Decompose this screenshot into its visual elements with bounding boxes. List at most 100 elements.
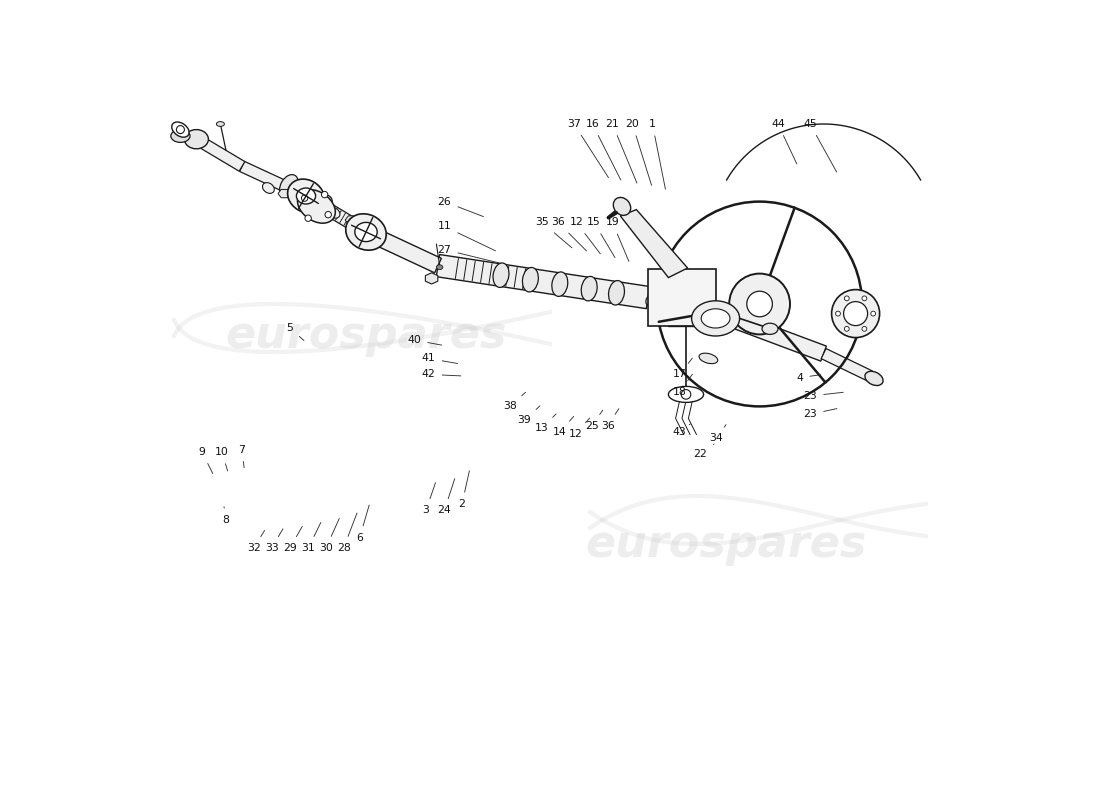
Ellipse shape — [297, 190, 336, 223]
Ellipse shape — [669, 386, 704, 402]
Ellipse shape — [684, 294, 700, 307]
Text: 35: 35 — [535, 218, 572, 248]
Ellipse shape — [698, 353, 718, 364]
Ellipse shape — [279, 174, 298, 197]
Text: 43: 43 — [673, 424, 690, 437]
Text: 28: 28 — [337, 513, 358, 553]
Text: 23: 23 — [803, 391, 844, 401]
Text: 16: 16 — [585, 119, 620, 180]
Circle shape — [862, 326, 867, 331]
Polygon shape — [822, 349, 872, 381]
Ellipse shape — [581, 277, 597, 301]
Ellipse shape — [328, 207, 340, 218]
Text: eurospares: eurospares — [585, 522, 867, 566]
Text: 38: 38 — [503, 392, 526, 411]
Ellipse shape — [614, 198, 630, 215]
Text: 32: 32 — [248, 530, 265, 553]
Ellipse shape — [355, 222, 377, 242]
Circle shape — [862, 296, 867, 301]
Polygon shape — [278, 190, 290, 198]
Text: 19: 19 — [605, 218, 629, 262]
Text: 44: 44 — [771, 119, 796, 164]
Ellipse shape — [657, 291, 675, 306]
Ellipse shape — [762, 323, 778, 334]
Circle shape — [871, 311, 876, 316]
Circle shape — [305, 215, 311, 222]
Ellipse shape — [493, 263, 509, 287]
Circle shape — [176, 126, 185, 134]
Ellipse shape — [296, 188, 316, 204]
Text: 7: 7 — [239, 445, 245, 468]
Polygon shape — [345, 216, 358, 224]
Text: 15: 15 — [587, 218, 615, 258]
Text: 36: 36 — [601, 409, 619, 430]
Ellipse shape — [287, 179, 324, 213]
Circle shape — [747, 291, 772, 317]
Text: 6: 6 — [356, 505, 370, 542]
Ellipse shape — [608, 281, 625, 305]
Text: 14: 14 — [552, 417, 574, 437]
Text: 25: 25 — [585, 410, 603, 430]
Ellipse shape — [697, 296, 712, 308]
Ellipse shape — [295, 194, 306, 206]
Text: 4: 4 — [796, 373, 821, 382]
Polygon shape — [437, 254, 650, 309]
Text: 39: 39 — [517, 406, 540, 425]
Text: 24: 24 — [438, 478, 454, 515]
Text: 21: 21 — [605, 119, 637, 183]
Text: 31: 31 — [301, 522, 321, 553]
Ellipse shape — [865, 371, 883, 386]
Ellipse shape — [701, 309, 730, 328]
Text: 45: 45 — [803, 119, 837, 172]
Ellipse shape — [217, 122, 224, 126]
Text: eurospares: eurospares — [226, 314, 507, 358]
Text: 20: 20 — [626, 119, 651, 186]
Text: 13: 13 — [535, 414, 556, 433]
Ellipse shape — [172, 122, 189, 138]
Polygon shape — [363, 225, 441, 273]
Text: 34: 34 — [710, 425, 726, 443]
Text: 37: 37 — [568, 119, 608, 178]
Circle shape — [324, 211, 331, 218]
Text: 40: 40 — [407, 335, 442, 345]
Text: 36: 36 — [551, 218, 586, 251]
Polygon shape — [311, 202, 324, 210]
Text: 5: 5 — [287, 323, 304, 341]
Text: 42: 42 — [421, 370, 461, 379]
Polygon shape — [194, 134, 245, 171]
Text: 3: 3 — [422, 482, 436, 515]
FancyBboxPatch shape — [648, 269, 716, 326]
Circle shape — [844, 302, 868, 326]
Ellipse shape — [552, 272, 568, 296]
Circle shape — [845, 326, 849, 331]
Ellipse shape — [185, 130, 208, 149]
Text: 26: 26 — [438, 197, 483, 217]
Text: 23: 23 — [803, 409, 837, 419]
Polygon shape — [620, 210, 688, 278]
Circle shape — [681, 390, 691, 399]
Circle shape — [301, 195, 308, 202]
Text: 12: 12 — [569, 418, 590, 438]
Ellipse shape — [170, 130, 190, 142]
Ellipse shape — [670, 293, 688, 307]
Circle shape — [321, 191, 328, 198]
Text: 9: 9 — [199, 447, 212, 474]
Text: 8: 8 — [222, 506, 230, 525]
Ellipse shape — [522, 267, 538, 292]
Text: 29: 29 — [283, 526, 302, 553]
Circle shape — [832, 290, 880, 338]
Ellipse shape — [263, 182, 274, 194]
Circle shape — [845, 296, 849, 301]
Text: 1: 1 — [649, 119, 666, 190]
Text: 12: 12 — [570, 218, 601, 254]
Text: 2: 2 — [459, 470, 470, 509]
Ellipse shape — [692, 301, 739, 336]
Text: 18: 18 — [673, 374, 692, 397]
Text: 41: 41 — [421, 354, 458, 363]
Circle shape — [836, 311, 840, 316]
Polygon shape — [735, 314, 826, 361]
Text: 30: 30 — [319, 518, 339, 553]
Text: 10: 10 — [216, 447, 229, 471]
Text: 22: 22 — [693, 444, 714, 459]
Text: 33: 33 — [265, 529, 283, 553]
